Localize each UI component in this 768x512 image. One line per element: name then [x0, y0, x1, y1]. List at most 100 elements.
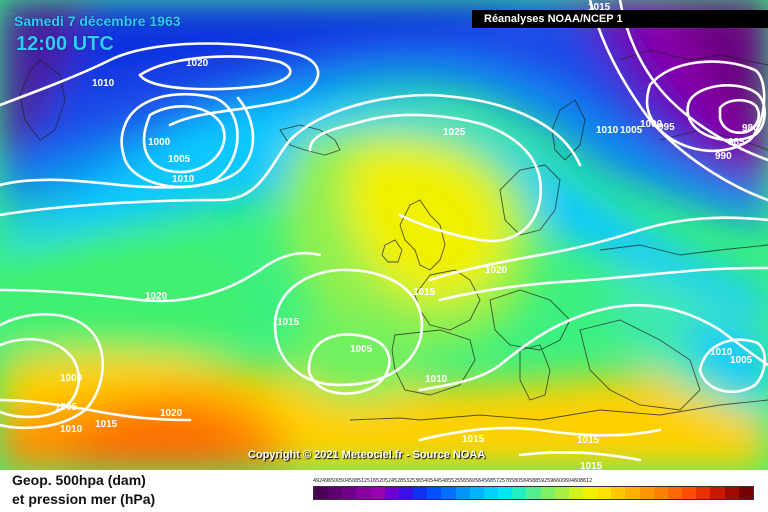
color-scale-tick-label: 576: [502, 478, 511, 484]
color-scale-swatch: [398, 487, 414, 499]
color-scale-tick-label: 508: [349, 478, 358, 484]
color-scale-swatch: [469, 487, 484, 499]
isobar-labels: 1020 1010 1000 1005 1010 1025 1015 1010 …: [55, 2, 759, 470]
color-scale-tick-label: 548: [439, 478, 448, 484]
color-scale-tick-label: 512: [358, 478, 367, 484]
isobar-label: 1020: [186, 58, 209, 69]
color-scale-swatch: [384, 487, 399, 499]
isobar-label: 1005: [620, 125, 643, 136]
color-scale-tick-label: 604: [565, 478, 574, 484]
isobar-label: 1000: [60, 373, 83, 384]
isobar-label: 1010: [710, 347, 733, 358]
color-scale-tick-label: 608: [574, 478, 583, 484]
isobar-label: 1015: [95, 419, 118, 430]
color-scale-tick-label: 580: [511, 478, 520, 484]
isobar-label: 1015: [413, 287, 436, 298]
isobar-label: 1010: [172, 174, 195, 185]
color-scale-swatch: [498, 487, 513, 499]
color-scale-tick-label: 568: [484, 478, 493, 484]
isobar-label: 990: [715, 151, 732, 162]
isobar-label: 1005: [168, 154, 191, 165]
isobar-label: 1000: [148, 137, 171, 148]
color-scale-swatch: [611, 487, 626, 499]
color-scale-tick-label: 544: [430, 478, 439, 484]
color-scale-swatch: [639, 487, 654, 499]
color-scale-swatch: [597, 487, 612, 499]
color-scale-tick-label: 540: [421, 478, 430, 484]
color-scale-tick-label: 524: [385, 478, 394, 484]
color-scale-tick-label: 572: [493, 478, 502, 484]
isobar-label: 1010: [92, 78, 115, 89]
color-scale-swatch: [328, 487, 343, 499]
isobar-label: 1015: [580, 461, 603, 470]
color-scale-swatch: [568, 487, 583, 499]
color-scale-swatch: [582, 487, 598, 499]
color-scale-swatch: [370, 487, 385, 499]
color-scale-swatch: [413, 487, 428, 499]
color-scale-swatch: [738, 487, 753, 499]
color-scale-tick-label: 532: [403, 478, 412, 484]
color-scale-swatch: [441, 487, 456, 499]
color-scale-tick-label: 520: [376, 478, 385, 484]
color-scale-swatch: [314, 487, 329, 499]
isobar-label: 1005: [730, 355, 753, 366]
isobar-label: 1015: [277, 317, 300, 328]
color-scale-tick-label: 516: [367, 478, 376, 484]
color-scale-tick-label: 584: [520, 478, 529, 484]
color-scale-tick-label: 560: [466, 478, 475, 484]
color-scale-swatch: [342, 487, 357, 499]
map-time-title: 12:00 UTC: [16, 33, 114, 55]
isobar-label: 1015: [462, 434, 485, 445]
color-scale-swatch: [667, 487, 683, 499]
isobar-label: 1000: [640, 119, 663, 130]
isobar-label: 1015: [577, 435, 600, 446]
color-scale-tick-label: 588: [529, 478, 538, 484]
isobar-lines: [0, 0, 768, 462]
source-banner: Réanalyses NOAA/NCEP 1: [472, 10, 768, 28]
color-scale-swatch: [724, 487, 739, 499]
color-scale-swatch: [554, 487, 569, 499]
color-scale-tick-label: 536: [412, 478, 421, 484]
isobar-label: 1015: [588, 2, 611, 13]
color-scale-swatch: [483, 487, 499, 499]
geopotential-map: 1020 1010 1000 1005 1010 1025 1015 1010 …: [0, 0, 768, 470]
coastlines: [19, 49, 768, 421]
color-scale-swatch: [625, 487, 640, 499]
color-scale-tick-label: 612: [583, 478, 592, 484]
isobar-label: 1005: [350, 344, 373, 355]
color-scale-tick-label: 600: [556, 478, 565, 484]
color-scale-swatch: [526, 487, 541, 499]
isobar-label: 1020: [485, 265, 508, 276]
color-scale-swatch: [356, 487, 371, 499]
color-scale-tick-label: 564: [475, 478, 484, 484]
isobar-label: 1010: [596, 125, 619, 136]
isobar-label: 1025: [443, 127, 466, 138]
color-scale-tick-label: 596: [547, 478, 556, 484]
color-scale-tick-label: 500: [331, 478, 340, 484]
geopotential-field: [0, 0, 768, 470]
color-scale-swatch: [682, 487, 697, 499]
isobar-label: 985: [728, 137, 745, 148]
color-scale-swatch: [696, 487, 711, 499]
isobar-label: 1020: [145, 291, 168, 302]
map-date-title: Samedi 7 décembre 1963: [14, 13, 181, 29]
color-scale-labels: 492 496 500 504 508 512 516 520 524 528 532 536 540 5…: [313, 478, 754, 484]
isobar-label: 1010: [60, 424, 83, 435]
color-scale-tick-label: 552: [448, 478, 457, 484]
color-scale-swatch: [512, 487, 527, 499]
isobar-label: 1010: [425, 374, 448, 385]
color-scale-tick-label: 556: [457, 478, 466, 484]
color-scale-swatch: [653, 487, 668, 499]
legend-geopotential-label: Geop. 500hpa (dam): [12, 472, 146, 488]
color-scale: 492 496 500 504 508 512 516 520 524 528 532 536 540 5…: [313, 478, 754, 500]
color-scale-tick-label: 504: [340, 478, 349, 484]
color-scale-tick-label: 492: [313, 478, 322, 484]
color-scale-swatch: [427, 487, 442, 499]
color-scale-swatch: [540, 487, 555, 499]
color-scale-tick-label: 528: [394, 478, 403, 484]
color-scale-bar: [313, 486, 754, 500]
isobar-label: 1005: [55, 402, 78, 413]
legend-pressure-label: et pression mer (hPa): [12, 491, 156, 507]
color-scale-swatch: [455, 487, 470, 499]
